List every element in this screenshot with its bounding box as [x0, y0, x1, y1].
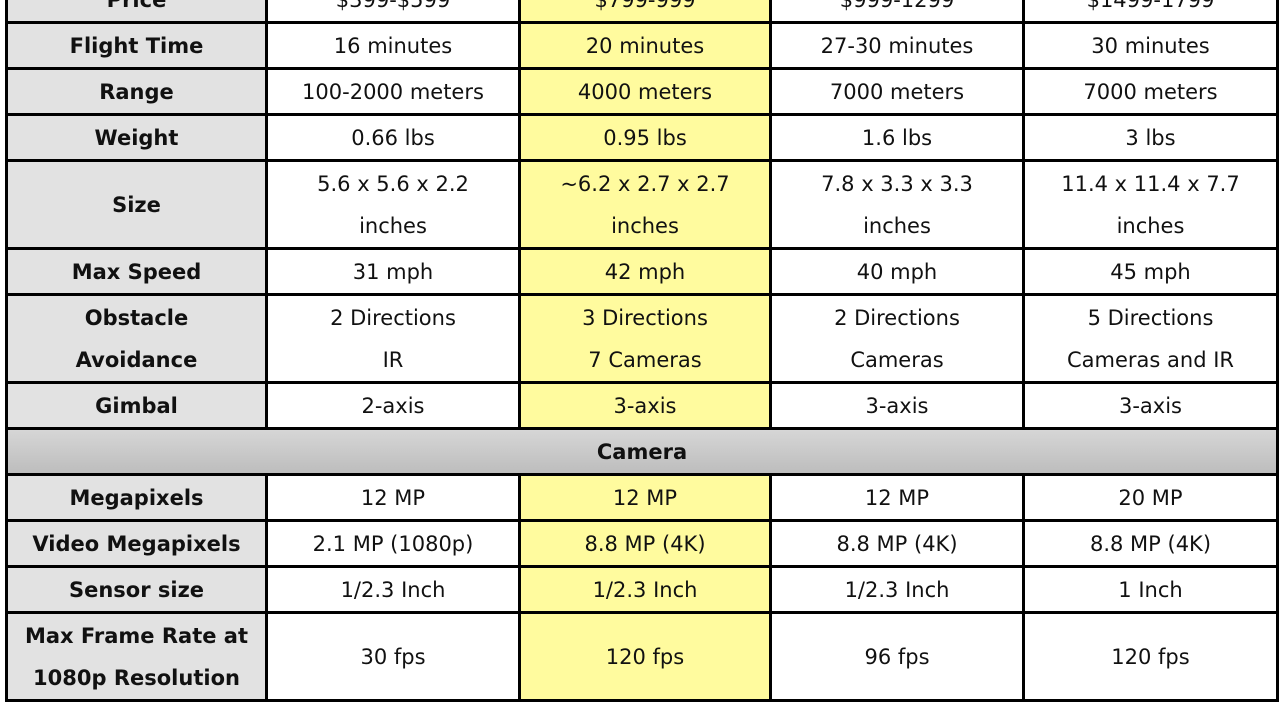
- cell-line: 7.8 x 3.3 x 3.3: [821, 171, 973, 196]
- table-cell: 16 minutes: [268, 24, 518, 67]
- cell-line: Cameras: [850, 347, 944, 372]
- table-cell: 2 Directions Cameras: [772, 296, 1022, 381]
- cell-line: Max Frame Rate at: [24, 623, 249, 648]
- table-cell: 8.8 MP (4K): [1025, 522, 1276, 565]
- cell-line: ~6.2 x 2.7 x 2.7: [560, 171, 730, 196]
- row-label: Megapixels: [8, 476, 265, 519]
- table-cell: 1.6 lbs: [772, 116, 1022, 159]
- table-cell: 8.8 MP (4K): [772, 522, 1022, 565]
- table-cell: 3-axis: [1025, 384, 1276, 427]
- row-label: Gimbal: [8, 384, 265, 427]
- table-cell: 1/2.3 Inch: [521, 568, 769, 611]
- cell-line: Avoidance: [75, 347, 198, 372]
- table-cell: 1 Inch: [1025, 568, 1276, 611]
- table-cell: 5 Directions Cameras and IR: [1025, 296, 1276, 381]
- row-label: Weight: [8, 116, 265, 159]
- cell-line: 1080p Resolution: [33, 665, 240, 690]
- row-label: Video Megapixels: [8, 522, 265, 565]
- table-cell: 12 MP: [521, 476, 769, 519]
- cell-line: 5.6 x 5.6 x 2.2: [317, 171, 469, 196]
- table-cell: 3-axis: [521, 384, 769, 427]
- row-label: Flight Time: [8, 24, 265, 67]
- cell-line: inches: [863, 213, 931, 238]
- table-cell: 27-30 minutes: [772, 24, 1022, 67]
- table-cell: 2-axis: [268, 384, 518, 427]
- table-cell: $799-999: [521, 0, 769, 21]
- cell-line: Obstacle: [84, 305, 189, 330]
- table-cell: $999-1299: [772, 0, 1022, 21]
- table-cell: 45 mph: [1025, 250, 1276, 293]
- row-label: Obstacle Avoidance: [8, 296, 265, 381]
- table-cell: 1/2.3 Inch: [268, 568, 518, 611]
- table-cell: $1499-1799: [1025, 0, 1276, 21]
- table-cell: 4000 meters: [521, 70, 769, 113]
- table-cell: 31 mph: [268, 250, 518, 293]
- cell-line: Cameras and IR: [1067, 347, 1234, 372]
- table-cell: 12 MP: [772, 476, 1022, 519]
- section-header: Camera: [8, 430, 1276, 473]
- table-cell: 12 MP: [268, 476, 518, 519]
- table-cell: 120 fps: [1025, 614, 1276, 699]
- table-cell: 20 minutes: [521, 24, 769, 67]
- cell-line: 5 Directions: [1087, 305, 1214, 330]
- cell-line: 3 Directions: [582, 305, 708, 330]
- cell-line: inches: [611, 213, 679, 238]
- table-cell: 7.8 x 3.3 x 3.3 inches: [772, 162, 1022, 247]
- cell-line: 7 Cameras: [588, 347, 702, 372]
- table-cell: 2 Directions IR: [268, 296, 518, 381]
- cell-line: inches: [1116, 213, 1185, 238]
- table-cell: 1/2.3 Inch: [772, 568, 1022, 611]
- cell-line: IR: [382, 347, 404, 372]
- cell-line: 11.4 x 11.4 x 7.7: [1061, 171, 1240, 196]
- table-cell: 3-axis: [772, 384, 1022, 427]
- cell-line: inches: [359, 213, 427, 238]
- table-cell: 3 lbs: [1025, 116, 1276, 159]
- table-cell: 42 mph: [521, 250, 769, 293]
- table-cell: 120 fps: [521, 614, 769, 699]
- table-cell: 5.6 x 5.6 x 2.2 inches: [268, 162, 518, 247]
- cell-line: 2 Directions: [834, 305, 960, 330]
- table-cell: 96 fps: [772, 614, 1022, 699]
- table-cell: 0.95 lbs: [521, 116, 769, 159]
- cell-line: 2 Directions: [330, 305, 456, 330]
- table-cell: 40 mph: [772, 250, 1022, 293]
- table-cell: 7000 meters: [1025, 70, 1276, 113]
- row-label: Size: [8, 162, 265, 247]
- row-label: Range: [8, 70, 265, 113]
- table-cell: 8.8 MP (4K): [521, 522, 769, 565]
- table-cell: 11.4 x 11.4 x 7.7 inches: [1025, 162, 1276, 247]
- table-cell: ~6.2 x 2.7 x 2.7 inches: [521, 162, 769, 247]
- row-label: Max Frame Rate at 1080p Resolution: [8, 614, 265, 699]
- table-cell: $399-$599: [268, 0, 518, 21]
- row-label: Max Speed: [8, 250, 265, 293]
- table-cell: 30 fps: [268, 614, 518, 699]
- table-cell: 20 MP: [1025, 476, 1276, 519]
- row-label: Sensor size: [8, 568, 265, 611]
- table-cell: 100-2000 meters: [268, 70, 518, 113]
- table-cell: 2.1 MP (1080p): [268, 522, 518, 565]
- table-cell: 0.66 lbs: [268, 116, 518, 159]
- table-cell: 30 minutes: [1025, 24, 1276, 67]
- comparison-table: Price$399-$599$799-999$999-1299$1499-179…: [5, 0, 1279, 702]
- table-cell: 7000 meters: [772, 70, 1022, 113]
- row-label: Price: [8, 0, 265, 21]
- table-cell: 3 Directions 7 Cameras: [521, 296, 769, 381]
